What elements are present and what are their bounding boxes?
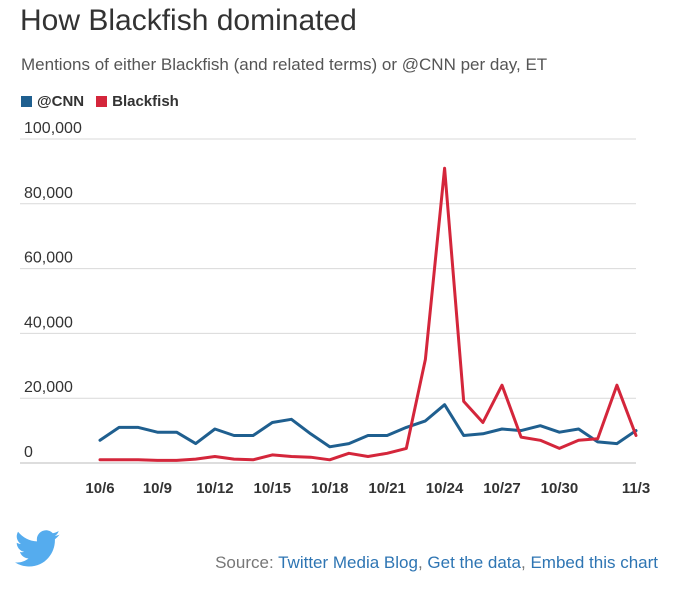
legend: @CNN Blackfish (21, 91, 179, 111)
x-tick-label: 10/21 (368, 480, 406, 497)
chart-title: How Blackfish dominated (20, 4, 357, 37)
y-tick-label: 60,000 (24, 250, 73, 267)
x-tick-label: 10/12 (196, 480, 234, 497)
source-footer: Source: Twitter Media Blog, Get the data… (215, 553, 658, 573)
x-tick-label: 10/9 (143, 480, 172, 497)
series-line-cnn (98, 403, 638, 449)
embed-chart-link[interactable]: Embed this chart (530, 553, 658, 572)
legend-swatch-blackfish (96, 95, 108, 107)
x-tick-label: 10/15 (254, 480, 292, 497)
y-tick-label: 80,000 (24, 185, 73, 202)
x-tick-label: 10/24 (426, 480, 464, 497)
source-separator: , (417, 553, 428, 572)
x-tick-label: 10/6 (85, 480, 114, 497)
legend-item-blackfish: Blackfish (96, 93, 179, 110)
series-line-blackfish (98, 166, 638, 462)
x-tick-label: 11/3 (622, 480, 650, 497)
y-tick-label: 20,000 (24, 379, 73, 396)
x-tick-label: 10/30 (541, 480, 579, 497)
legend-item-cnn: @CNN (21, 93, 84, 110)
legend-swatch-cnn (21, 95, 32, 107)
twitter-bird-icon[interactable] (14, 530, 61, 573)
y-tick-label: 40,000 (24, 314, 73, 331)
source-separator: , (520, 553, 531, 572)
x-tick-label: 10/18 (311, 480, 349, 497)
source-link-twitter-media-blog[interactable]: Twitter Media Blog (278, 553, 418, 572)
y-tick-label: 100,000 (24, 120, 82, 137)
legend-label-cnn: @CNN (37, 92, 85, 110)
x-tick-label: 10/27 (483, 480, 521, 497)
chart-subtitle: Mentions of either Blackfish (and relate… (21, 55, 548, 74)
get-data-link[interactable]: Get the data (427, 553, 521, 572)
legend-label-blackfish: Blackfish (112, 92, 179, 110)
y-tick-label: 0 (24, 444, 33, 461)
source-prefix: Source: (215, 553, 279, 572)
